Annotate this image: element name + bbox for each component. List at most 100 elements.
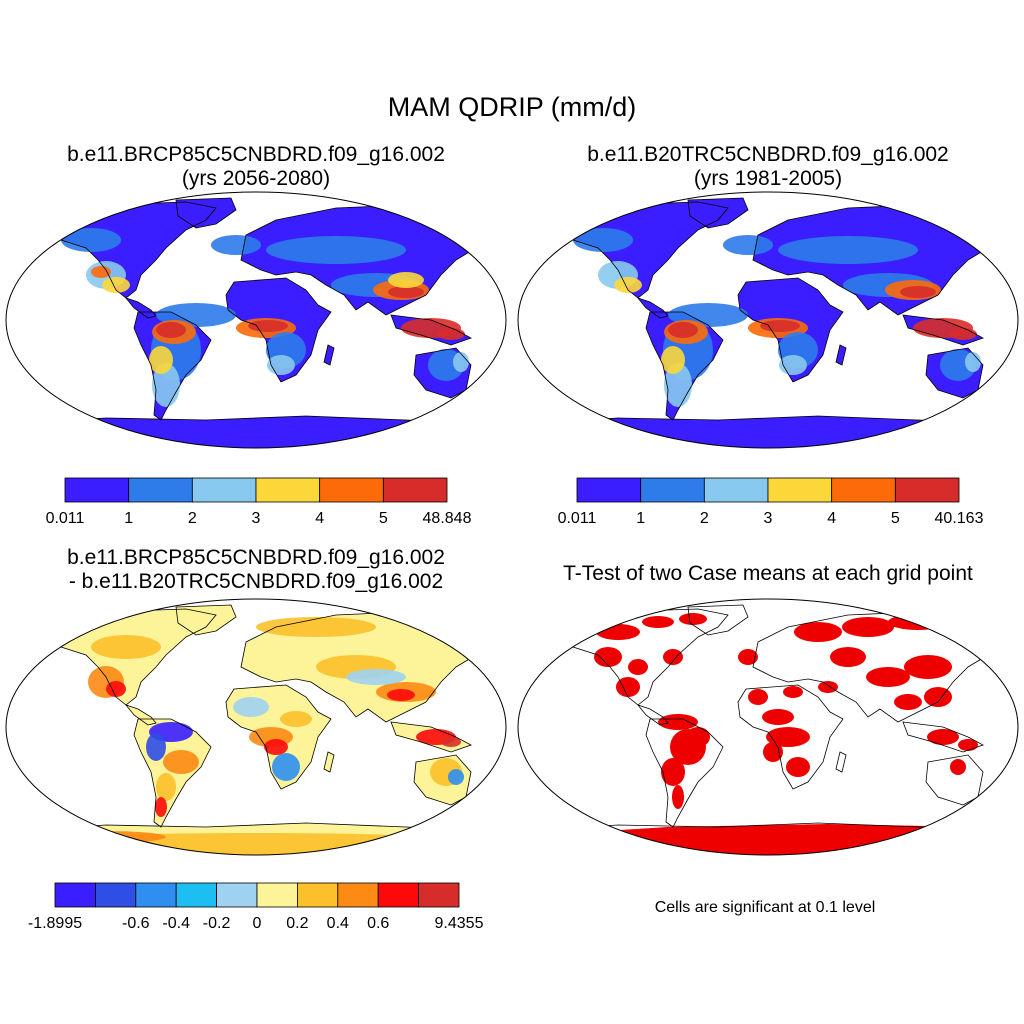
colorbar-box xyxy=(576,477,642,503)
panel-difference-title: b.e11.BRCP85C5CNBDRD.f09_g16.002 - b.e11… xyxy=(67,546,445,594)
map-control xyxy=(518,197,1018,448)
difference-region xyxy=(387,689,415,701)
colorbar-tick-label: 0.2 xyxy=(286,915,308,932)
antarctica-significant xyxy=(518,824,1018,855)
difference-region xyxy=(233,697,269,717)
significant-cell-cluster xyxy=(596,624,640,640)
colorbar-box xyxy=(296,882,339,908)
difference-region xyxy=(46,831,166,843)
significant-cell-cluster xyxy=(904,655,952,679)
significant-cell-cluster xyxy=(748,689,768,705)
colorbar-tick-label: 2 xyxy=(700,510,709,527)
difference-region xyxy=(6,833,506,855)
significant-cell-cluster xyxy=(686,727,710,747)
colorbar-tick-label: 1 xyxy=(636,510,645,527)
map-difference xyxy=(6,604,506,855)
colorbar-box xyxy=(175,882,217,908)
significant-cell-cluster xyxy=(738,649,758,665)
colorbar-tick-label: -1.8995 xyxy=(28,915,82,932)
precip-region xyxy=(668,322,698,338)
precip-region xyxy=(573,228,633,252)
colorbar-box xyxy=(216,882,258,908)
difference-region xyxy=(156,773,176,801)
colorbar-box xyxy=(64,477,130,503)
significant-cell-cluster xyxy=(783,686,803,698)
colorbar-tick-label: -0.6 xyxy=(122,915,150,932)
colorbar-box xyxy=(894,477,960,503)
panel-control-title-line2: (yrs 1981-2005) xyxy=(693,167,843,190)
precip-region xyxy=(900,286,936,298)
significant-cell-cluster xyxy=(948,624,988,640)
significant-cell-cluster xyxy=(866,667,910,687)
significant-cell-cluster xyxy=(842,617,894,637)
colorbar-box xyxy=(337,882,379,908)
colorbar-box xyxy=(255,477,321,503)
colorbar-tick-label: 5 xyxy=(891,510,900,527)
precip-region xyxy=(437,328,465,340)
colorbar-tick-label: 0.011 xyxy=(46,510,85,527)
map-difference-border xyxy=(5,598,507,856)
significant-cell-cluster xyxy=(594,647,622,667)
colorbar-tick-label: 3 xyxy=(252,510,261,527)
precip-region xyxy=(211,235,261,255)
significant-cell-cluster xyxy=(958,739,978,751)
panel-control-title-line1: b.e11.B20TRC5CNBDRD.f09_g16.002 xyxy=(587,143,949,166)
precip-region xyxy=(102,277,130,293)
precip-region xyxy=(149,346,173,374)
significant-cell-cluster xyxy=(628,659,648,675)
significant-cell-cluster xyxy=(927,729,959,745)
difference-region xyxy=(272,753,300,781)
precip-region xyxy=(91,266,111,278)
colorbar-tick-label: 40.163 xyxy=(935,510,984,527)
colorbar-tick-label: 9.4355 xyxy=(435,915,484,932)
significant-cell-cluster xyxy=(642,616,674,628)
significant-cell-cluster xyxy=(786,757,810,777)
colorbar-tick-label: -0.4 xyxy=(162,915,190,932)
precip-region xyxy=(248,320,288,332)
panel-difference-title-line2: - b.e11.B20TRC5CNBDRD.f09_g16.002 xyxy=(68,570,444,593)
significant-cell-cluster xyxy=(950,759,966,775)
colorbar-box xyxy=(191,477,257,503)
difference-region xyxy=(441,737,461,747)
precip-region xyxy=(661,346,685,374)
panel-control-title: b.e11.B20TRC5CNBDRD.f09_g16.002 (yrs 198… xyxy=(587,143,948,191)
difference-region xyxy=(146,733,166,761)
precip-region xyxy=(156,322,186,338)
panel-ttest-title: T-Test of two Case means at each grid po… xyxy=(563,562,973,585)
precip-region xyxy=(664,363,692,407)
colorbar-box xyxy=(382,477,448,503)
map-ttest-border xyxy=(517,598,1019,856)
colorbar-box xyxy=(377,882,420,908)
precip-region xyxy=(388,286,424,298)
colorbar-tick-label: 0.6 xyxy=(367,915,389,932)
precip-region xyxy=(61,228,121,252)
map-case-border xyxy=(5,191,507,449)
colorbar-box xyxy=(831,477,896,503)
precip-region xyxy=(266,236,406,264)
panel-case-title: b.e11.BRCP85C5CNBDRD.f09_g16.002 (yrs 20… xyxy=(67,143,445,191)
significant-cell-cluster xyxy=(894,694,922,710)
significant-cell-cluster xyxy=(658,714,698,730)
colorbar-box xyxy=(319,477,384,503)
difference-region xyxy=(346,669,406,685)
difference-region xyxy=(155,797,167,817)
colorbar-tick-label: 4 xyxy=(827,510,836,527)
colorbar-tick-label: 5 xyxy=(379,510,388,527)
colorbar-case: 0.011 1 2 3 4 5 48.848 xyxy=(46,477,472,527)
colorbar-box xyxy=(128,477,193,503)
colorbar-tick-label: -0.2 xyxy=(203,915,231,932)
significant-cell-cluster xyxy=(663,649,683,665)
panel-case-title-line2: (yrs 2056-2080) xyxy=(181,167,331,190)
map-control-border xyxy=(517,191,1019,449)
precip-region xyxy=(723,235,773,255)
map-case xyxy=(6,197,506,448)
panel-case-title-line1: b.e11.BRCP85C5CNBDRD.f09_g16.002 xyxy=(67,143,445,166)
colorbar-box xyxy=(135,882,177,908)
significant-cell-cluster xyxy=(794,622,842,642)
precip-region xyxy=(614,277,642,293)
panel-difference-title-line1: b.e11.BRCP85C5CNBDRD.f09_g16.002 xyxy=(67,546,445,569)
colorbar-tick-label: 3 xyxy=(764,510,773,527)
figure-title: MAM QDRIP (mm/d) xyxy=(387,92,637,122)
difference-region xyxy=(280,711,312,727)
